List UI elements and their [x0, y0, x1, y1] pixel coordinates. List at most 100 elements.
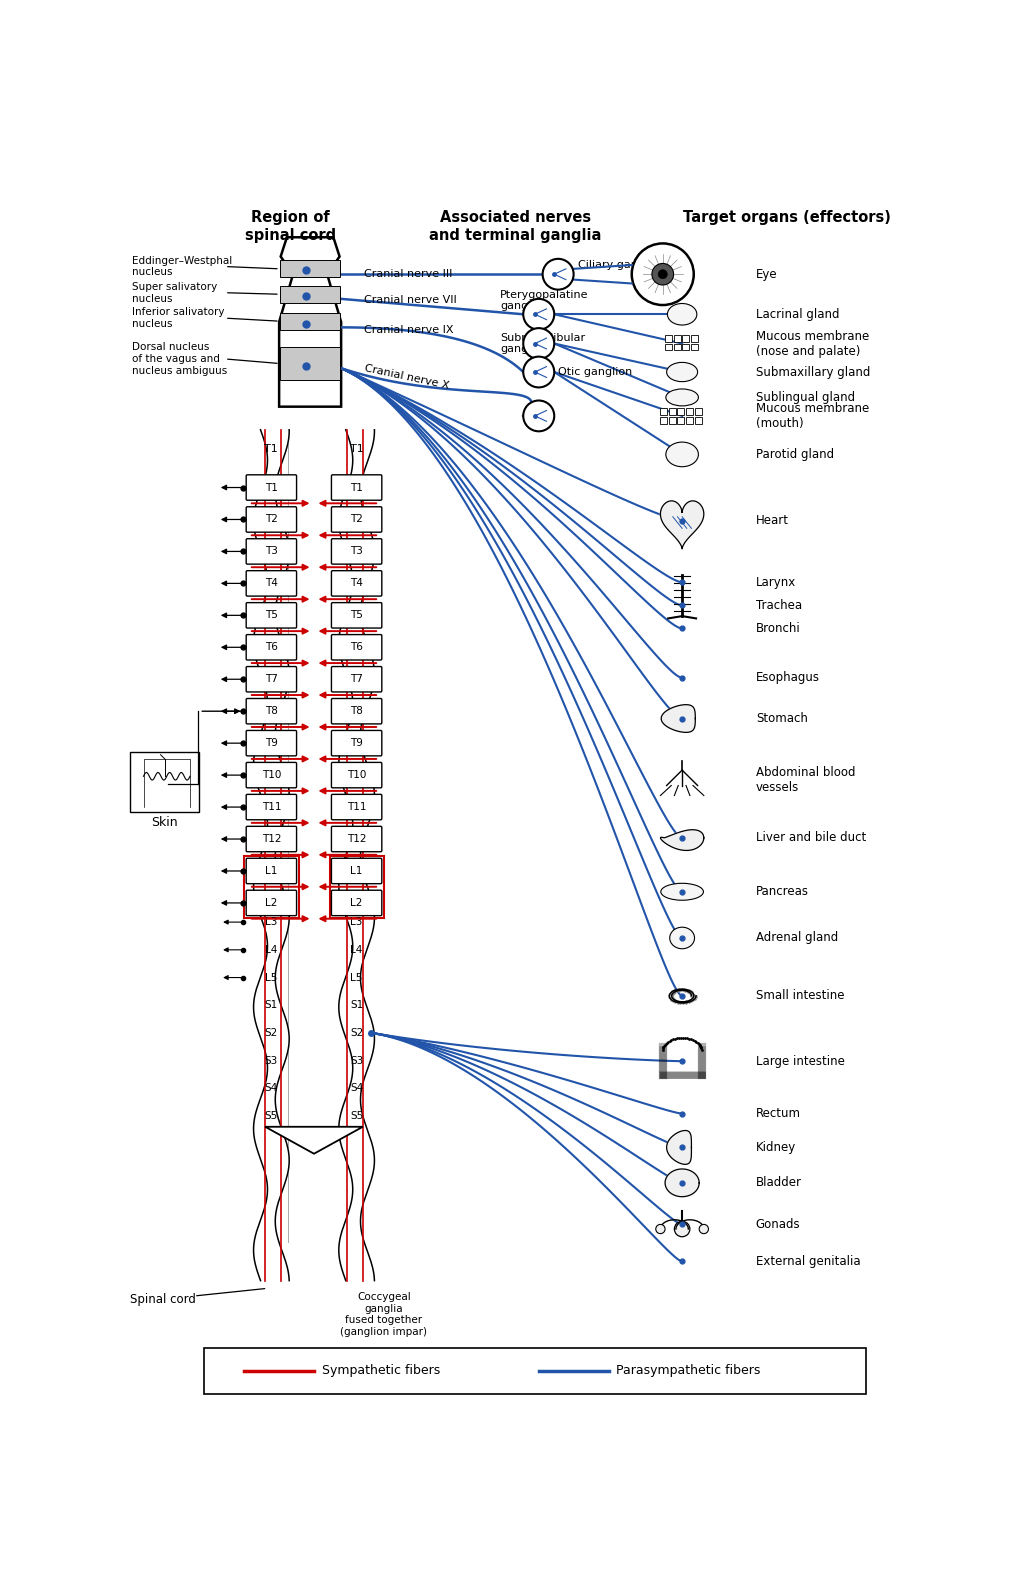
FancyBboxPatch shape — [332, 730, 382, 757]
FancyBboxPatch shape — [332, 763, 382, 788]
FancyBboxPatch shape — [674, 335, 681, 341]
Text: L3: L3 — [265, 917, 278, 926]
FancyBboxPatch shape — [665, 343, 672, 351]
FancyBboxPatch shape — [246, 475, 297, 500]
Text: L1: L1 — [265, 867, 278, 876]
Text: Cranial nerve VII: Cranial nerve VII — [365, 296, 457, 305]
Ellipse shape — [670, 926, 694, 949]
Text: T6: T6 — [350, 642, 364, 653]
Polygon shape — [666, 1169, 699, 1197]
Text: S5: S5 — [265, 1111, 278, 1122]
Polygon shape — [254, 429, 289, 1280]
Text: Skin: Skin — [152, 816, 178, 829]
Text: T1: T1 — [350, 444, 364, 455]
Text: T10: T10 — [262, 771, 281, 780]
Text: Target organs (effectors): Target organs (effectors) — [683, 211, 891, 225]
Text: Sublingual gland: Sublingual gland — [756, 392, 855, 404]
Text: Cranial nerve X: Cranial nerve X — [364, 363, 450, 392]
Text: T1: T1 — [265, 483, 278, 492]
FancyBboxPatch shape — [130, 752, 200, 813]
FancyBboxPatch shape — [686, 417, 693, 423]
Text: T8: T8 — [350, 706, 364, 716]
Text: Parasympathetic fibers: Parasympathetic fibers — [616, 1364, 761, 1378]
Text: Ciliary ganglion: Ciliary ganglion — [578, 261, 665, 271]
Circle shape — [652, 263, 674, 285]
Text: Parotid gland: Parotid gland — [756, 448, 834, 461]
Text: S3: S3 — [265, 1055, 278, 1066]
Polygon shape — [280, 238, 341, 407]
Text: T6: T6 — [265, 642, 278, 653]
Text: T2: T2 — [350, 514, 364, 524]
Text: Coccygeal
ganglia
fused together
(ganglion impar): Coccygeal ganglia fused together (gangli… — [340, 1291, 427, 1337]
Text: T12: T12 — [347, 834, 367, 845]
FancyBboxPatch shape — [332, 667, 382, 692]
Text: Mucous membrane
(nose and palate): Mucous membrane (nose and palate) — [756, 329, 869, 357]
FancyBboxPatch shape — [246, 763, 297, 788]
FancyBboxPatch shape — [332, 826, 382, 851]
FancyBboxPatch shape — [246, 730, 297, 757]
Polygon shape — [660, 500, 703, 549]
FancyBboxPatch shape — [332, 507, 382, 532]
Text: S3: S3 — [350, 1055, 364, 1066]
Ellipse shape — [666, 389, 698, 406]
FancyBboxPatch shape — [682, 335, 689, 341]
Text: Associated nerves
and terminal ganglia: Associated nerves and terminal ganglia — [429, 211, 602, 242]
Text: Liver and bile duct: Liver and bile duct — [756, 832, 866, 845]
Text: L2: L2 — [265, 898, 278, 908]
Circle shape — [523, 299, 554, 330]
FancyBboxPatch shape — [660, 417, 668, 423]
Text: Submaxillary gland: Submaxillary gland — [756, 365, 870, 379]
Ellipse shape — [668, 304, 697, 326]
FancyBboxPatch shape — [669, 409, 676, 415]
Text: Pterygopalatine
ganglion: Pterygopalatine ganglion — [500, 289, 589, 311]
Text: S1: S1 — [350, 1000, 364, 1010]
Circle shape — [523, 357, 554, 387]
Text: Kidney: Kidney — [756, 1140, 796, 1155]
Text: Pancreas: Pancreas — [756, 886, 809, 898]
Text: T5: T5 — [350, 610, 364, 620]
FancyBboxPatch shape — [682, 343, 689, 351]
FancyBboxPatch shape — [690, 343, 697, 351]
Text: Eddinger–Westphal
nucleus: Eddinger–Westphal nucleus — [132, 256, 232, 277]
Text: External genitalia: External genitalia — [756, 1255, 860, 1268]
Text: Cranial nerve IX: Cranial nerve IX — [365, 324, 454, 335]
FancyBboxPatch shape — [332, 475, 382, 500]
Text: Gonads: Gonads — [756, 1218, 801, 1232]
Text: Bladder: Bladder — [756, 1177, 802, 1189]
Ellipse shape — [666, 442, 698, 467]
FancyBboxPatch shape — [678, 417, 684, 423]
FancyBboxPatch shape — [246, 634, 297, 661]
Text: Lacrinal gland: Lacrinal gland — [756, 308, 840, 321]
FancyBboxPatch shape — [204, 1348, 866, 1394]
Text: Larynx: Larynx — [756, 576, 796, 588]
Text: S2: S2 — [265, 1029, 278, 1038]
Text: S1: S1 — [265, 1000, 278, 1010]
Polygon shape — [660, 829, 703, 851]
Text: T11: T11 — [347, 802, 367, 812]
Circle shape — [675, 1221, 690, 1236]
FancyBboxPatch shape — [669, 417, 676, 423]
FancyBboxPatch shape — [246, 507, 297, 532]
Ellipse shape — [660, 884, 703, 900]
FancyBboxPatch shape — [332, 859, 382, 884]
FancyBboxPatch shape — [332, 698, 382, 724]
Text: Trachea: Trachea — [756, 599, 802, 612]
Circle shape — [655, 1224, 665, 1233]
Text: Abdominal blood
vessels: Abdominal blood vessels — [756, 766, 855, 794]
Text: S5: S5 — [350, 1111, 364, 1122]
Text: Bronchi: Bronchi — [756, 621, 801, 635]
FancyBboxPatch shape — [280, 348, 340, 379]
Ellipse shape — [667, 362, 697, 382]
Circle shape — [523, 401, 554, 431]
FancyBboxPatch shape — [246, 571, 297, 596]
Text: T1: T1 — [350, 483, 364, 492]
Circle shape — [632, 244, 693, 305]
Text: T8: T8 — [265, 706, 278, 716]
Text: T2: T2 — [265, 514, 278, 524]
Text: T1: T1 — [264, 444, 279, 455]
FancyBboxPatch shape — [280, 313, 340, 330]
Text: T4: T4 — [350, 579, 364, 588]
FancyBboxPatch shape — [280, 261, 340, 277]
Text: Stomach: Stomach — [756, 713, 808, 725]
Circle shape — [699, 1224, 709, 1233]
